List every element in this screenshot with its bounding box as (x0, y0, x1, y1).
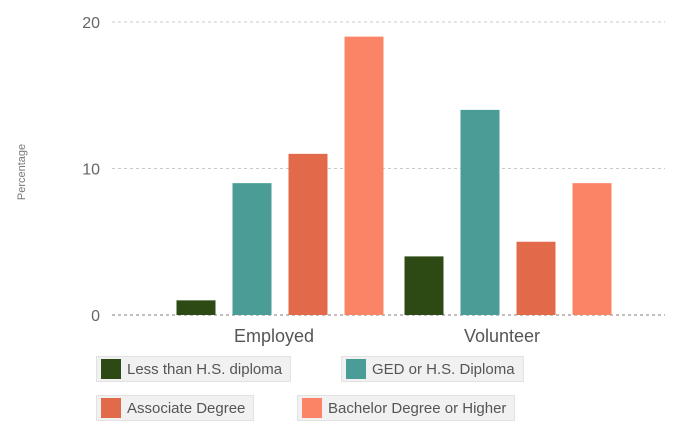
y-tick-labels: 0 10 20 (82, 15, 100, 325)
x-tick-label: Volunteer (464, 326, 540, 346)
legend-swatch (346, 359, 366, 379)
legend-swatch (101, 398, 121, 418)
bars (176, 36, 612, 316)
bar[interactable] (232, 183, 272, 315)
y-tick-label: 10 (82, 162, 100, 179)
legend-item-less-than-hs[interactable]: Less than H.S. diploma (96, 356, 292, 382)
legend-swatch (302, 398, 322, 418)
legend-label: Less than H.S. diploma (127, 360, 283, 378)
bar[interactable] (460, 109, 500, 316)
legend-label: Bachelor Degree or Higher (328, 399, 507, 417)
bar[interactable] (344, 36, 384, 316)
legend-item-associate[interactable]: Associate Degree (96, 395, 255, 421)
bar[interactable] (572, 183, 612, 315)
x-tick-label: Employed (234, 326, 314, 346)
x-tick-labels: Employed Volunteer (234, 326, 540, 346)
y-tick-label: 0 (91, 308, 100, 325)
y-tick-label: 20 (82, 15, 100, 32)
bar[interactable] (176, 300, 216, 315)
legend-swatch (101, 359, 121, 379)
bar[interactable] (288, 153, 328, 315)
legend: Less than H.S. diploma GED or H.S. Diplo… (0, 352, 673, 421)
legend-item-bachelor[interactable]: Bachelor Degree or Higher (297, 395, 516, 421)
bar[interactable] (516, 241, 556, 315)
y-axis-label: Percentage (16, 144, 28, 200)
legend-item-ged-hs[interactable]: GED or H.S. Diploma (341, 356, 524, 382)
bar-chart: Percentage 0 10 20 Employed Volunteer (16, 15, 665, 346)
legend-label: GED or H.S. Diploma (372, 360, 515, 378)
legend-label: Associate Degree (127, 399, 246, 417)
bar[interactable] (404, 256, 444, 315)
